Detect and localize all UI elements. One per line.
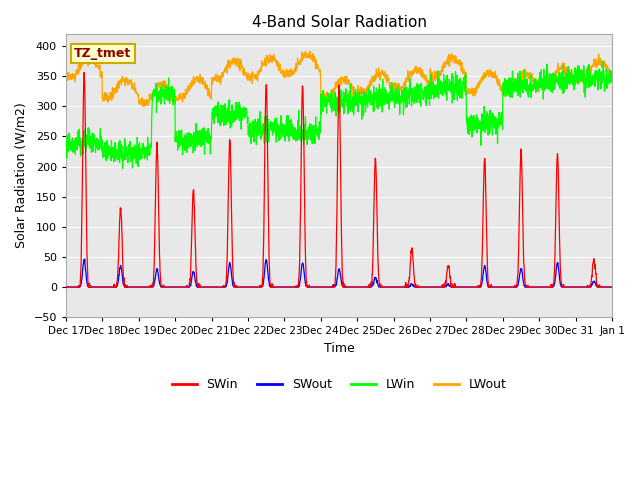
X-axis label: Time: Time: [324, 342, 355, 355]
Y-axis label: Solar Radiation (W/m2): Solar Radiation (W/m2): [15, 103, 28, 249]
Text: TZ_tmet: TZ_tmet: [74, 47, 131, 60]
Title: 4-Band Solar Radiation: 4-Band Solar Radiation: [252, 15, 426, 30]
Legend: SWin, SWout, LWin, LWout: SWin, SWout, LWin, LWout: [166, 373, 511, 396]
